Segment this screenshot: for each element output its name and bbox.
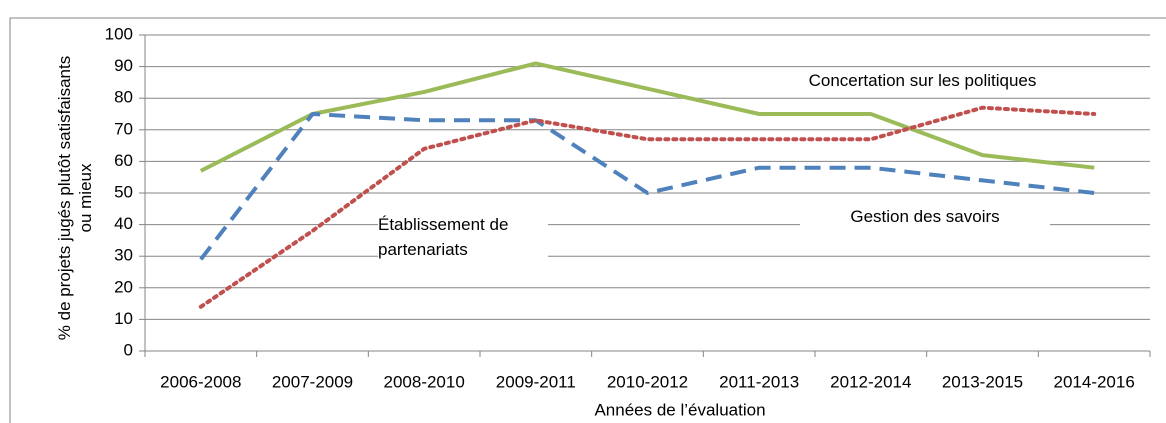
x-tick-label: 2011-2013 [719, 372, 799, 391]
y-tick-label: 70 [114, 119, 133, 138]
x-tick-label: 2007-2009 [272, 372, 353, 391]
y-tick-label: 50 [114, 182, 133, 201]
x-tick-label: 2012-2014 [830, 372, 911, 391]
series-line [198, 105, 1097, 309]
y-tick-label: 90 [114, 56, 133, 75]
y-tick-label: 0 [124, 340, 133, 359]
x-tick-label: 2013-2015 [942, 372, 1023, 391]
x-tick-label: 2014-2016 [1054, 372, 1135, 391]
y-axis-title: % de projets jugés plutôt satisfaisants … [55, 55, 95, 341]
x-axis-title: Années de l’évaluation [594, 400, 765, 419]
y-tick-label: 10 [114, 309, 133, 328]
series-line [199, 61, 1095, 173]
x-tick-label: 2008-2010 [384, 372, 465, 391]
y-tick-label: 80 [114, 88, 133, 107]
series-line [199, 112, 1095, 261]
x-tick-label: 2010-2012 [607, 372, 688, 391]
series-label: Concertation sur les politiques [745, 68, 1100, 93]
y-tick-label: 40 [114, 214, 133, 233]
series-label: Établissement de partenariats [378, 212, 548, 262]
y-tick-label: 100 [105, 24, 133, 43]
series-label: Gestion des savoirs [800, 204, 1050, 229]
x-tick-label: 2006-2008 [160, 372, 241, 391]
frame [9, 17, 1166, 423]
x-tick-label: 2009-2011 [496, 372, 576, 391]
y-tick-label: 30 [114, 246, 133, 265]
y-tick-label: 20 [114, 277, 133, 296]
y-tick-label: 60 [114, 151, 133, 170]
